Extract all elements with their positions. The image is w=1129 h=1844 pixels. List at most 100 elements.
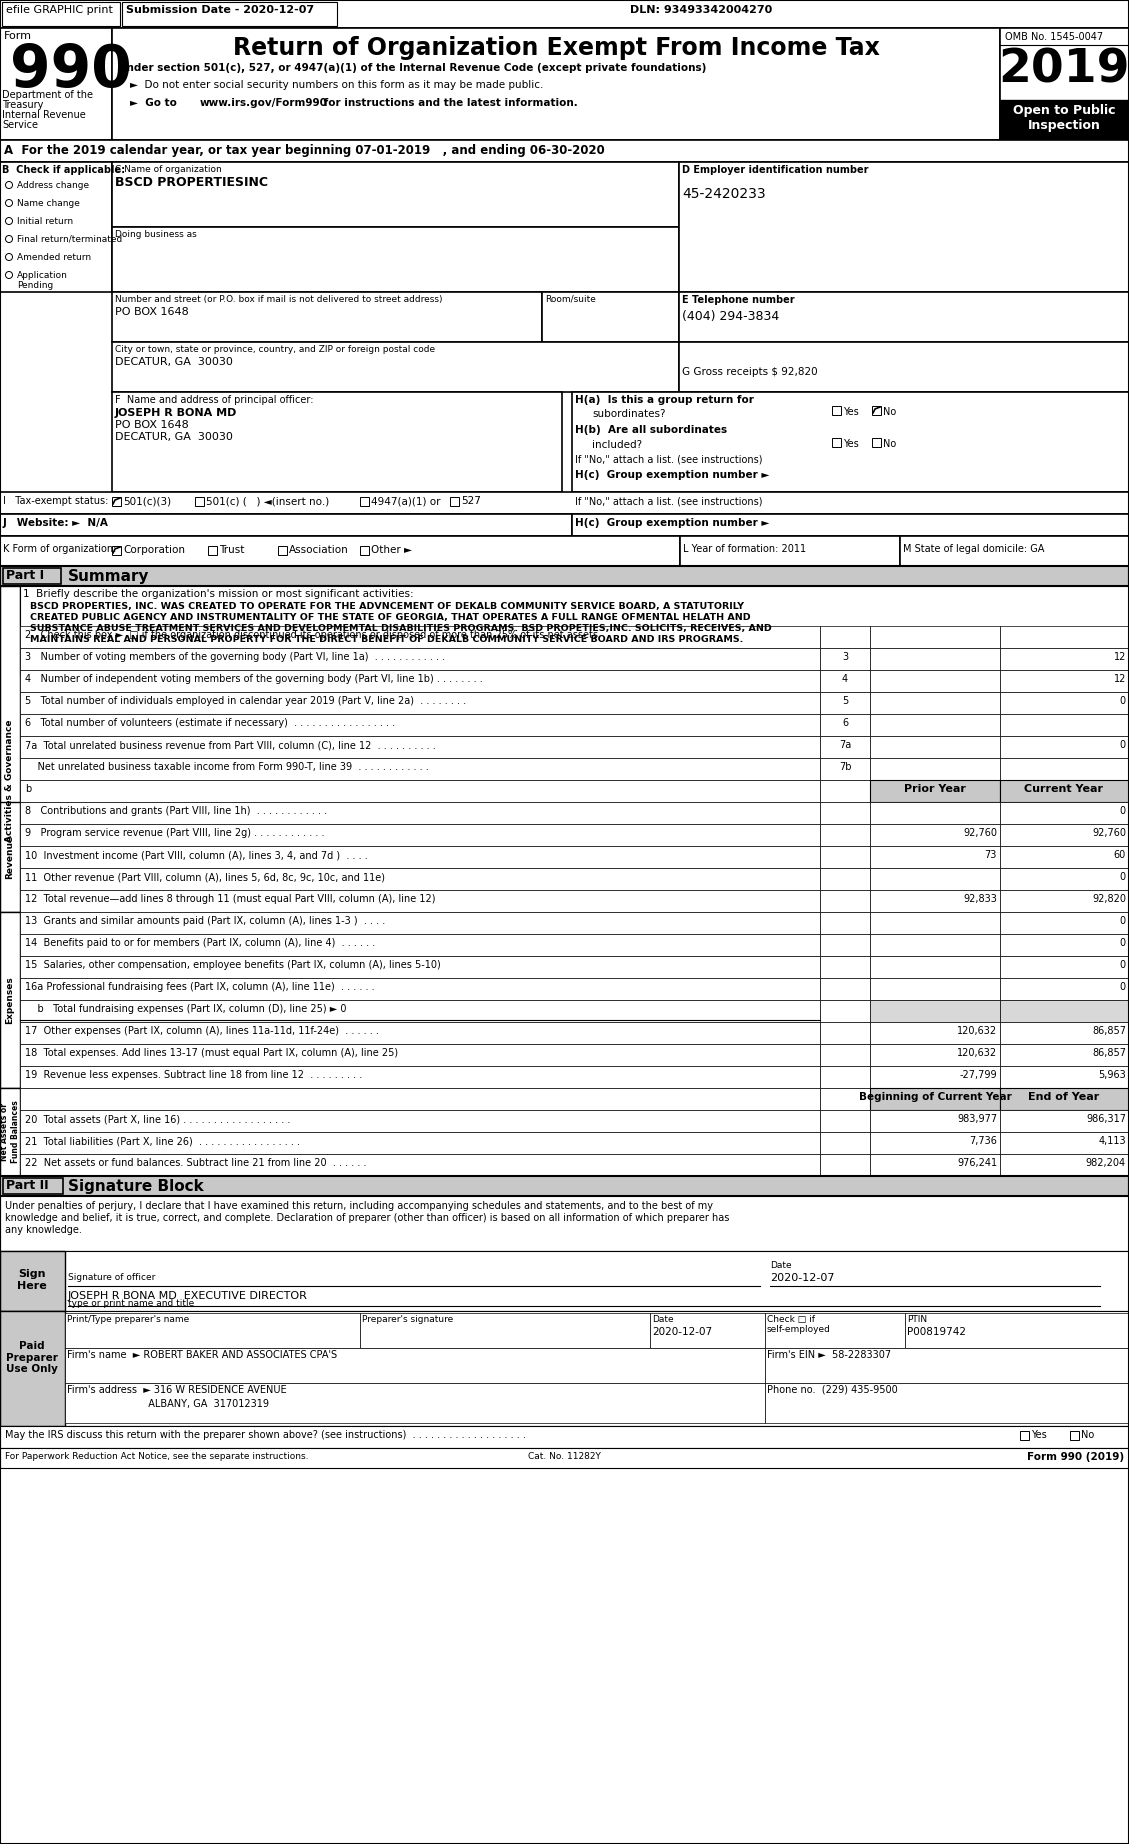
Text: 986,317: 986,317 bbox=[1086, 1114, 1126, 1125]
Bar bbox=[65, 1313, 360, 1348]
Bar bbox=[679, 162, 1129, 291]
Text: Application
Pending: Application Pending bbox=[17, 271, 68, 290]
Bar bbox=[20, 1132, 820, 1154]
Bar bbox=[820, 955, 870, 977]
Text: Yes: Yes bbox=[843, 408, 859, 417]
Bar bbox=[3, 568, 61, 585]
Text: 15  Salaries, other compensation, employee benefits (Part IX, column (A), lines : 15 Salaries, other compensation, employe… bbox=[25, 961, 440, 970]
Text: www.irs.gov/Form990: www.irs.gov/Form990 bbox=[200, 98, 327, 109]
Text: ►  Go to: ► Go to bbox=[130, 98, 181, 109]
Bar bbox=[20, 913, 820, 935]
Bar bbox=[20, 824, 820, 846]
Text: Under section 501(c), 527, or 4947(a)(1) of the Internal Revenue Code (except pr: Under section 501(c), 527, or 4947(a)(1)… bbox=[119, 63, 707, 74]
Bar bbox=[905, 1313, 1129, 1348]
Text: 990: 990 bbox=[10, 42, 132, 100]
Bar bbox=[900, 537, 1129, 566]
Bar bbox=[820, 802, 870, 824]
Text: Current Year: Current Year bbox=[1024, 784, 1103, 795]
Bar bbox=[20, 695, 1129, 706]
Text: Part I: Part I bbox=[6, 570, 44, 583]
Bar bbox=[870, 669, 1000, 692]
Bar bbox=[1000, 100, 1129, 140]
Bar bbox=[0, 0, 1129, 28]
Text: 17  Other expenses (Part IX, column (A), lines 11a-11d, 11f-24e)  . . . . . .: 17 Other expenses (Part IX, column (A), … bbox=[25, 1025, 379, 1036]
Bar bbox=[870, 846, 1000, 869]
Text: knowledge and belief, it is true, correct, and complete. Declaration of preparer: knowledge and belief, it is true, correc… bbox=[5, 1213, 729, 1223]
Text: -27,799: -27,799 bbox=[960, 1070, 997, 1081]
Bar bbox=[20, 1088, 820, 1110]
Text: 976,241: 976,241 bbox=[957, 1158, 997, 1167]
Text: Amended return: Amended return bbox=[17, 253, 91, 262]
Bar bbox=[820, 625, 870, 647]
Text: 4947(a)(1) or: 4947(a)(1) or bbox=[371, 496, 440, 505]
Bar bbox=[765, 1313, 905, 1348]
Bar bbox=[0, 913, 20, 1088]
Text: 0: 0 bbox=[1120, 695, 1126, 706]
Text: Print/Type preparer's name: Print/Type preparer's name bbox=[67, 1315, 190, 1324]
Text: 2019: 2019 bbox=[998, 48, 1129, 92]
Bar bbox=[870, 824, 1000, 846]
Text: Treasury: Treasury bbox=[2, 100, 43, 111]
Bar bbox=[122, 2, 336, 26]
Bar bbox=[820, 1044, 870, 1066]
Text: 4: 4 bbox=[842, 675, 848, 684]
Text: 120,632: 120,632 bbox=[957, 1025, 997, 1036]
Bar bbox=[1000, 955, 1129, 977]
Text: Final return/terminated: Final return/terminated bbox=[17, 234, 122, 243]
Text: 7a  Total unrelated business revenue from Part VIII, column (C), line 12  . . . : 7a Total unrelated business revenue from… bbox=[25, 739, 436, 751]
Text: Form 990 (2019): Form 990 (2019) bbox=[1027, 1451, 1124, 1462]
Text: 0: 0 bbox=[1120, 939, 1126, 948]
Bar bbox=[820, 935, 870, 955]
Bar bbox=[1000, 1154, 1129, 1176]
Bar bbox=[20, 1044, 820, 1066]
Text: 2   Check this box ►  □ if the organization discontinued its operations or dispo: 2 Check this box ► □ if the organization… bbox=[25, 631, 601, 640]
Bar bbox=[1000, 1088, 1129, 1110]
Bar bbox=[20, 736, 820, 758]
Bar bbox=[20, 802, 820, 824]
Bar bbox=[872, 406, 881, 415]
Text: 21  Total liabilities (Part X, line 26)  . . . . . . . . . . . . . . . . .: 21 Total liabilities (Part X, line 26) .… bbox=[25, 1136, 300, 1145]
Text: No: No bbox=[1080, 1429, 1094, 1440]
Text: DLN: 93493342004270: DLN: 93493342004270 bbox=[630, 6, 772, 15]
Text: E Telephone number: E Telephone number bbox=[682, 295, 795, 304]
Text: If "No," attach a list. (see instructions): If "No," attach a list. (see instruction… bbox=[575, 454, 762, 465]
Text: 0: 0 bbox=[1120, 806, 1126, 817]
Text: No: No bbox=[883, 408, 896, 417]
Text: 14  Benefits paid to or for members (Part IX, column (A), line 4)  . . . . . .: 14 Benefits paid to or for members (Part… bbox=[25, 939, 375, 948]
Bar bbox=[20, 935, 820, 955]
Text: 2020-12-07: 2020-12-07 bbox=[653, 1328, 712, 1337]
Bar bbox=[870, 1132, 1000, 1154]
Text: If "No," attach a list. (see instructions): If "No," attach a list. (see instruction… bbox=[575, 496, 762, 505]
Text: Signature of officer: Signature of officer bbox=[68, 1272, 156, 1282]
Bar bbox=[20, 846, 820, 869]
Bar bbox=[360, 1313, 650, 1348]
Text: (404) 294-3834: (404) 294-3834 bbox=[682, 310, 779, 323]
Bar bbox=[572, 514, 1129, 537]
Bar bbox=[870, 692, 1000, 714]
Bar bbox=[112, 227, 679, 291]
Text: subordinates?: subordinates? bbox=[592, 409, 665, 419]
Bar bbox=[1000, 1044, 1129, 1066]
Bar bbox=[1000, 625, 1129, 647]
Text: 501(c) (   ) ◄(insert no.): 501(c) ( ) ◄(insert no.) bbox=[205, 496, 330, 505]
Text: No: No bbox=[883, 439, 896, 448]
Bar bbox=[112, 28, 1000, 140]
Bar bbox=[20, 692, 820, 714]
Bar bbox=[1000, 802, 1129, 824]
Text: For Paperwork Reduction Act Notice, see the separate instructions.: For Paperwork Reduction Act Notice, see … bbox=[5, 1451, 308, 1460]
Bar bbox=[1000, 669, 1129, 692]
Bar bbox=[870, 935, 1000, 955]
Text: D Employer identification number: D Employer identification number bbox=[682, 164, 868, 175]
Text: 0: 0 bbox=[1120, 983, 1126, 992]
Text: 22  Net assets or fund balances. Subtract line 21 from line 20  . . . . . .: 22 Net assets or fund balances. Subtract… bbox=[25, 1158, 367, 1167]
Text: 1  Briefly describe the organization's mission or most significant activities:: 1 Briefly describe the organization's mi… bbox=[23, 588, 413, 599]
Text: A  For the 2019 calendar year, or tax year beginning 07-01-2019   , and ending 0: A For the 2019 calendar year, or tax yea… bbox=[5, 144, 605, 157]
Text: 6: 6 bbox=[842, 717, 848, 728]
Bar bbox=[20, 1066, 820, 1088]
Text: 2020-12-07: 2020-12-07 bbox=[770, 1272, 834, 1283]
Text: Firm's address  ► 316 W RESIDENCE AVENUE: Firm's address ► 316 W RESIDENCE AVENUE bbox=[67, 1385, 287, 1396]
Bar bbox=[542, 291, 679, 341]
Bar bbox=[0, 28, 112, 140]
Text: 10  Investment income (Part VIII, column (A), lines 3, 4, and 7d )  . . . .: 10 Investment income (Part VIII, column … bbox=[25, 850, 368, 859]
Bar bbox=[0, 162, 112, 291]
